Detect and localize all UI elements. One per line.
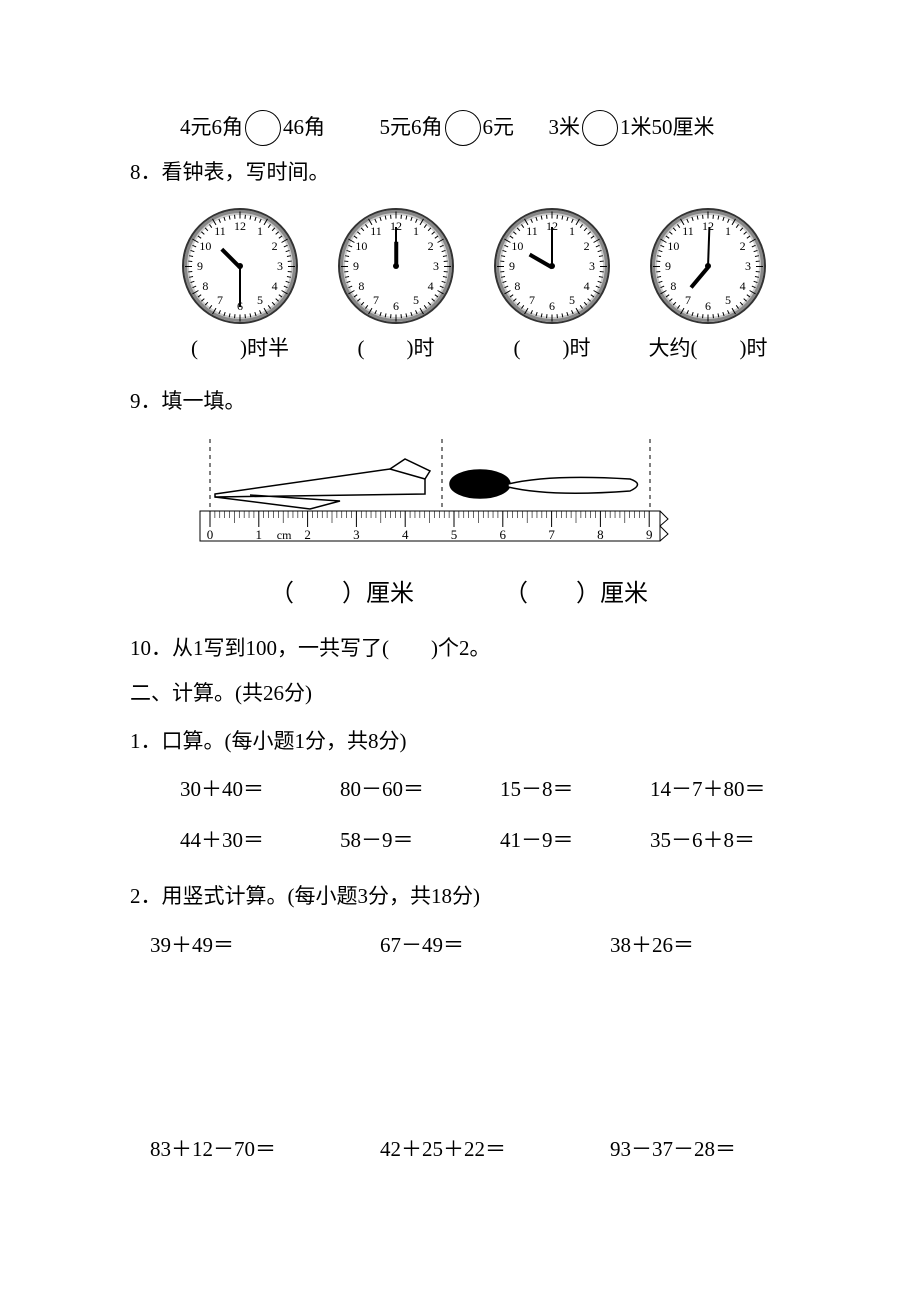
svg-text:9: 9 (646, 527, 653, 542)
svg-text:5: 5 (451, 527, 458, 542)
compare-circle[interactable] (445, 110, 481, 146)
sub2-title: 2．用竖式计算。(每小题3分，共18分) (130, 880, 790, 914)
q8-title: 看钟表，写时间。 (162, 160, 330, 184)
blank-open: （ (270, 581, 294, 607)
cmp-right-0: 46角 (283, 115, 325, 139)
svg-text:0: 0 (207, 527, 214, 542)
clock-labels: ( )时半 ( )时 ( )时 大约( )时 (180, 332, 790, 366)
cmp-left-0: 4元6角 (180, 115, 243, 139)
clock-label: )时半 (240, 336, 289, 360)
ruler-seg-0: （ ）厘米 (270, 575, 414, 613)
q10-after: )个2。 (431, 636, 491, 660)
blank-close: ）厘米 (342, 581, 414, 607)
compare-circle[interactable] (245, 110, 281, 146)
section2-heading: 二、计算。(共26分) (130, 677, 790, 711)
calc-item: 15－8＝ (500, 773, 650, 807)
q10: 10．从1写到100，一共写了( )个2。 (130, 632, 790, 666)
calc-item: 58－9＝ (340, 824, 500, 858)
mental-calc-grid: 30＋40＝ 80－60＝ 15－8＝ 14－7＋80＝ 44＋30＝ 58－9… (180, 773, 790, 858)
q9-title: 填一填。 (162, 389, 246, 413)
calc-item: 30＋40＝ (180, 773, 340, 807)
compare-circle[interactable] (582, 110, 618, 146)
clock-2: 121234567891011 (494, 208, 610, 324)
clock-row: 121234567891011 121234567891011 12123456… (180, 208, 790, 324)
q9-num: 9． (130, 389, 162, 413)
compare-row: 4元6角 46角 5元6角 6元 3米 1米50厘米 (130, 110, 790, 146)
cmp-left-2: 3米 (549, 115, 581, 139)
clock-label: )时 (740, 336, 768, 360)
blank-open: （ (504, 581, 528, 607)
q9-heading: 9．填一填。 (130, 385, 790, 419)
ruler-figure: 0 1 2 3 4 5 6 7 8 9 cm （ ）厘米 （ ）厘米 (190, 439, 670, 614)
ruler-seg-1: （ ）厘米 (504, 575, 648, 613)
svg-text:2: 2 (304, 527, 311, 542)
clock-3: 121234567891011 (650, 208, 766, 324)
sub1-title: 1．口算。(每小题1分，共8分) (130, 725, 790, 759)
cmp-right-1: 6元 (483, 115, 515, 139)
svg-text:4: 4 (402, 527, 409, 542)
svg-text:6: 6 (500, 527, 507, 542)
calc-item: 67－49＝ (380, 929, 610, 963)
cmp-right-2: 1米50厘米 (620, 115, 715, 139)
clock-label: ( (514, 336, 521, 360)
calc-item: 39＋49＝ (150, 929, 380, 963)
calc-item: 93－37－28＝ (610, 1133, 810, 1167)
calc-item: 38＋26＝ (610, 929, 810, 963)
clock-0: 121234567891011 (182, 208, 298, 324)
q8-heading: 8．看钟表，写时间。 (130, 156, 790, 190)
vertical-calc-row2: 83＋12－70＝ 42＋25＋22＝ 93－37－28＝ (150, 1133, 790, 1167)
q8-num: 8． (130, 160, 162, 184)
clock-1: 121234567891011 (338, 208, 454, 324)
svg-text:8: 8 (597, 527, 604, 542)
svg-text:7: 7 (548, 527, 555, 542)
calc-item: 41－9＝ (500, 824, 650, 858)
clock-label: ( (358, 336, 365, 360)
calc-item: 44＋30＝ (180, 824, 340, 858)
svg-text:3: 3 (353, 527, 360, 542)
svg-text:1: 1 (256, 527, 262, 542)
clock-label: 大约( (649, 336, 698, 360)
clock-label: ( (191, 336, 198, 360)
clock-label: )时 (563, 336, 591, 360)
calc-item: 80－60＝ (340, 773, 500, 807)
vertical-calc-row1: 39＋49＝ 67－49＝ 38＋26＝ (150, 929, 790, 963)
q10-before: 从1写到100，一共写了( (172, 636, 389, 660)
calc-item: 83＋12－70＝ (150, 1133, 380, 1167)
clock-label: )时 (407, 336, 435, 360)
calc-item: 42＋25＋22＝ (380, 1133, 610, 1167)
calc-item: 14－7＋80＝ (650, 773, 830, 807)
calc-item: 35－6＋8＝ (650, 824, 830, 858)
q10-num: 10． (130, 636, 172, 660)
cmp-left-1: 5元6角 (380, 115, 443, 139)
blank-close: ）厘米 (576, 581, 648, 607)
svg-text:cm: cm (277, 528, 292, 542)
